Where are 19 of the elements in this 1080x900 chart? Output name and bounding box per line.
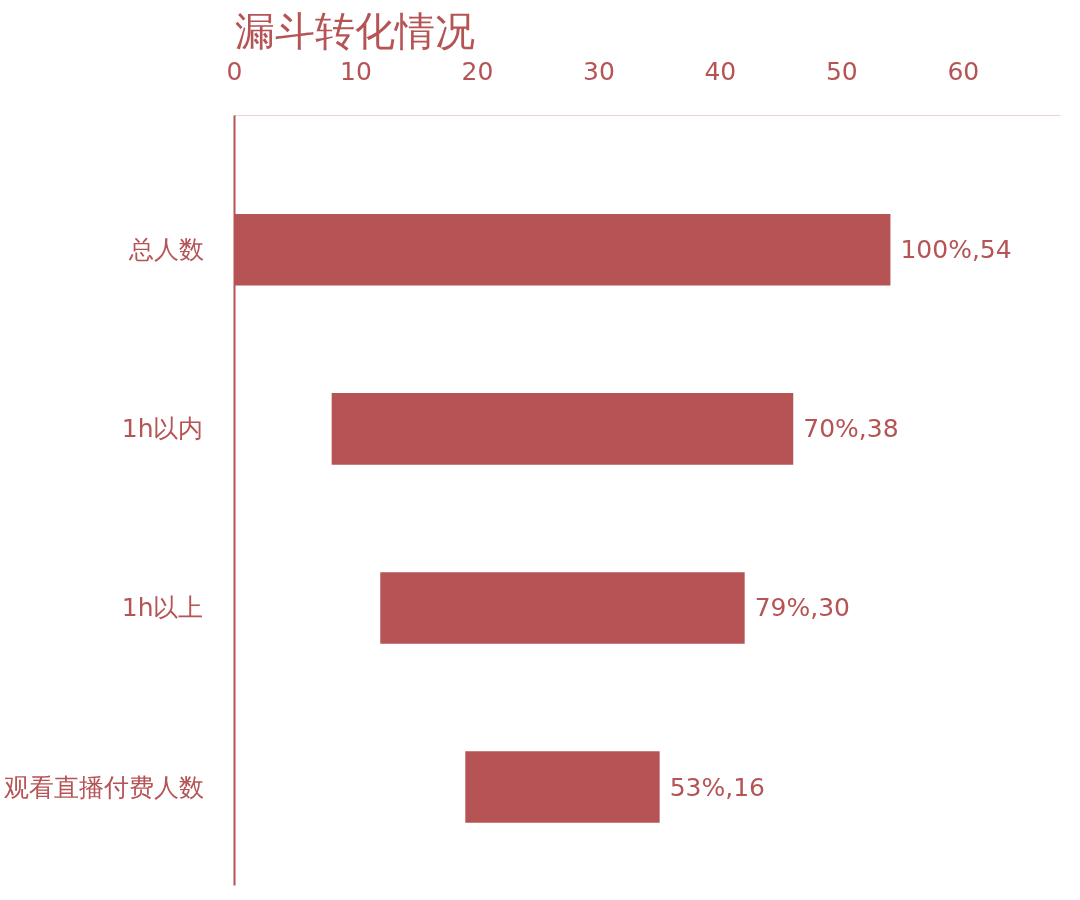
y-tick-label: 观看直播付费人数 bbox=[3, 772, 204, 802]
data-label: 70%,38 bbox=[803, 414, 899, 444]
x-tick-label: 0 bbox=[226, 56, 243, 86]
y-tick-label: 1h以内 bbox=[121, 414, 204, 444]
x-tick-label: 20 bbox=[461, 56, 494, 86]
x-tick-label: 60 bbox=[947, 56, 980, 86]
x-tick-label: 10 bbox=[340, 56, 372, 86]
x-tick-label: 40 bbox=[704, 56, 737, 86]
data-label: 53%,16 bbox=[669, 772, 765, 802]
bar bbox=[331, 393, 794, 465]
data-label: 100%,54 bbox=[900, 235, 1012, 265]
data-label: 79%,30 bbox=[754, 593, 850, 623]
y-tick-label: 总人数 bbox=[127, 235, 204, 265]
x-tick-label: 30 bbox=[583, 56, 615, 86]
chart-title: 漏斗转化情况 bbox=[234, 7, 475, 54]
bar bbox=[465, 751, 660, 823]
y-tick-label: 1h以上 bbox=[121, 593, 204, 623]
bar bbox=[380, 572, 745, 644]
x-tick-label: 50 bbox=[825, 56, 858, 86]
